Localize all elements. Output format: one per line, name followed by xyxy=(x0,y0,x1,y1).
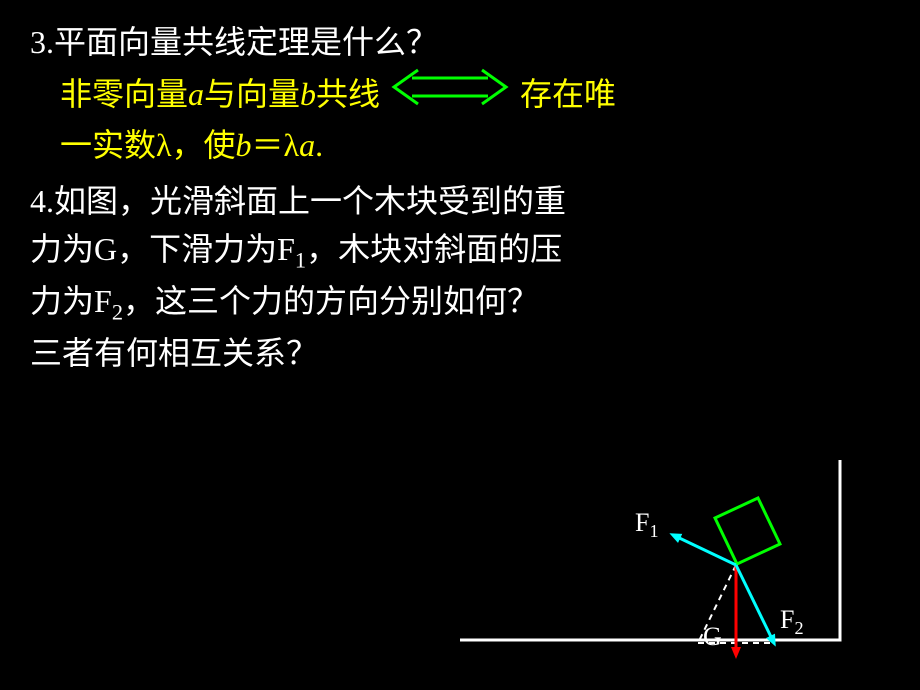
q4-l2-prefix: 力为G，下滑力为F xyxy=(30,231,295,267)
f2-arrow xyxy=(736,565,774,643)
label-f2: F2 xyxy=(780,605,804,639)
q3-title: 3.平面向量共线定理是什么？ xyxy=(30,18,890,66)
theorem-line1: 非零向量a与向量b共线 存在唯 xyxy=(30,66,890,121)
theorem-p1-mid: 与向量 xyxy=(204,76,300,112)
force-diagram: F1 F2 G xyxy=(440,410,860,670)
q4-l3-sub2: 2 xyxy=(112,299,123,324)
iff-double-arrow-icon xyxy=(390,66,510,121)
q4-line2: 力为G，下滑力为F1，木块对斜面的压 xyxy=(30,225,890,277)
theorem-b1: b xyxy=(300,76,316,112)
theorem-b2: b xyxy=(236,127,252,163)
label-f2-base: F xyxy=(780,605,794,634)
label-f1: F1 xyxy=(635,508,659,542)
q4-l3-suffix: ，这三个力的方向分别如何？ xyxy=(123,283,539,319)
block-shape xyxy=(715,498,780,564)
theorem-p2: 存在唯 xyxy=(520,70,616,118)
label-f1-base: F xyxy=(635,508,649,537)
label-f1-sub: 1 xyxy=(649,521,658,541)
theorem-period: . xyxy=(315,127,323,163)
q4-line1: 4.如图，光滑斜面上一个木块受到的重 xyxy=(30,177,890,225)
label-g: G xyxy=(703,622,722,652)
theorem-p1-prefix: 非零向量 xyxy=(60,76,188,112)
q4-line4: 三者有何相互关系？ xyxy=(30,329,890,377)
q4-l3-prefix: 力为F xyxy=(30,283,112,319)
theorem-p1-suffix: 共线 xyxy=(316,76,380,112)
theorem-p3-prefix: 一实数λ，使 xyxy=(60,127,236,163)
q4-line3: 力为F2，这三个力的方向分别如何？ xyxy=(30,277,890,329)
theorem-a2: a xyxy=(299,127,315,163)
label-f2-sub: 2 xyxy=(794,618,803,638)
theorem-line2: 一实数λ，使b＝λa. xyxy=(30,121,890,169)
q4-l2-sub1: 1 xyxy=(295,247,306,272)
theorem-eq: ＝λ xyxy=(252,127,300,163)
theorem-a1: a xyxy=(188,76,204,112)
q4-l2-mid: ，木块对斜面的压 xyxy=(306,231,562,267)
